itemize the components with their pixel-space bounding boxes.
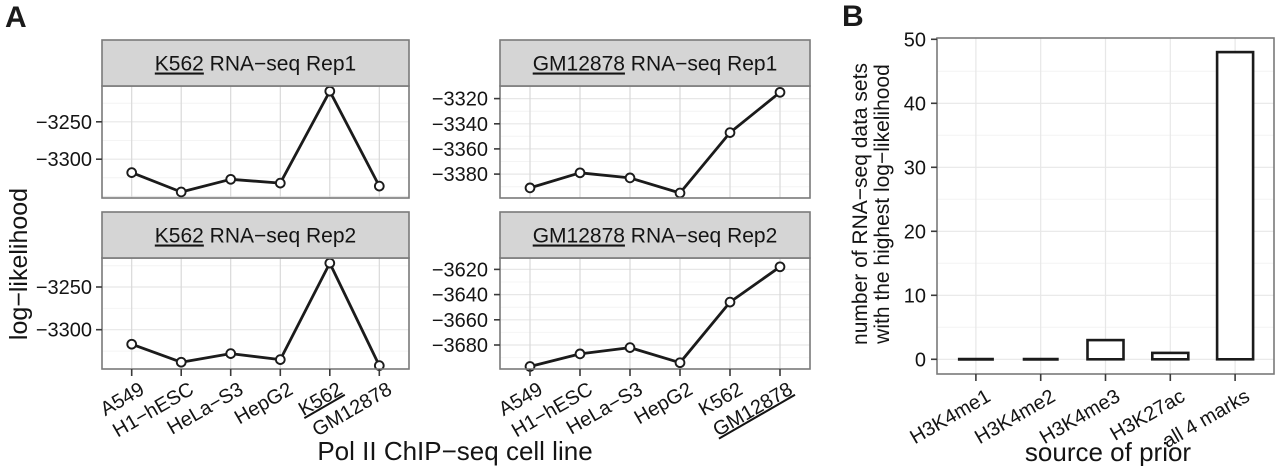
y-tick-label: −3250 xyxy=(36,277,92,299)
facet-title: K562 RNA−seq Rep1 xyxy=(155,53,356,76)
series-line xyxy=(130,261,381,368)
series-line xyxy=(528,90,782,195)
y-tick-label: −3620 xyxy=(432,259,488,281)
data-point xyxy=(574,348,586,360)
data-point xyxy=(274,354,286,365)
y-tick-label: −3300 xyxy=(36,149,92,171)
data-point xyxy=(674,357,686,369)
panel-b-label: B xyxy=(842,0,864,33)
y-tick-label: −3340 xyxy=(432,114,488,136)
panel-b-x-axis-title: source of prior xyxy=(1024,437,1192,466)
bar xyxy=(1215,50,1255,361)
panel-a-label: A xyxy=(5,1,27,34)
y-tick-label: −3660 xyxy=(432,310,488,332)
data-point xyxy=(373,180,385,192)
x-category-label: HepG2 xyxy=(231,378,297,429)
y-tick-label: −3380 xyxy=(432,164,488,186)
y-tick-label: 0 xyxy=(915,349,926,371)
y-tick-label: −3680 xyxy=(432,335,488,357)
facet-title: K562 RNA−seq Rep2 xyxy=(155,225,356,248)
bar xyxy=(1086,338,1125,361)
facet-strip xyxy=(499,39,811,87)
bar xyxy=(1151,351,1190,361)
y-tick-label: −3640 xyxy=(432,285,488,307)
data-point xyxy=(774,86,786,98)
data-point xyxy=(674,187,686,199)
facet-title: GM12878 RNA−seq Rep2 xyxy=(533,225,778,248)
data-point xyxy=(175,356,187,368)
series-line xyxy=(130,89,381,194)
y-tick-label: 30 xyxy=(904,157,926,179)
data-point xyxy=(524,182,536,194)
data-point xyxy=(126,167,138,178)
data-point xyxy=(225,173,237,185)
y-tick-label: −3320 xyxy=(432,89,488,111)
data-point xyxy=(324,257,336,269)
plot-background xyxy=(500,258,810,369)
series-line xyxy=(528,265,782,368)
plot-background xyxy=(500,86,810,198)
data-point xyxy=(274,177,286,189)
facet-strip xyxy=(101,39,410,87)
data-point xyxy=(724,296,736,308)
panel-a-x-axis-title: Pol II ChIP−seq cell line xyxy=(317,436,593,466)
data-point xyxy=(624,172,636,184)
data-point xyxy=(574,167,586,179)
data-point xyxy=(624,342,636,353)
y-tick-label: −3250 xyxy=(36,112,92,134)
plot-background xyxy=(102,258,409,369)
y-tick-label: −3360 xyxy=(432,139,488,161)
data-point xyxy=(324,85,336,97)
facet-strip xyxy=(101,211,410,259)
facet-strip xyxy=(499,211,811,259)
y-tick-label: 40 xyxy=(904,93,926,115)
data-point xyxy=(774,261,786,273)
x-category-label: HepG2 xyxy=(631,378,697,429)
data-point xyxy=(724,127,736,138)
y-tick-label: −3300 xyxy=(36,320,92,342)
data-point xyxy=(126,338,138,350)
facet-title: GM12878 RNA−seq Rep1 xyxy=(533,53,778,76)
y-tick-label: 10 xyxy=(904,285,926,307)
y-tick-label: 50 xyxy=(904,29,926,51)
y-tick-label: 20 xyxy=(904,221,926,243)
data-point xyxy=(175,186,187,198)
data-point xyxy=(225,348,237,359)
